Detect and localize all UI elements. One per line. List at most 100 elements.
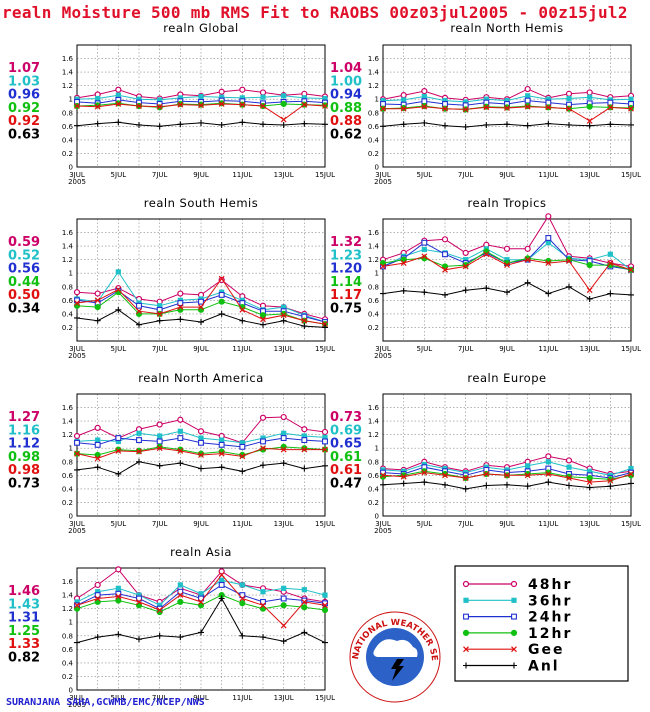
y-tick-label: 0.2 xyxy=(368,499,379,507)
stat-value: 0.62 xyxy=(330,128,362,143)
data-point-Gee xyxy=(421,103,428,110)
stat-value: 0.47 xyxy=(330,477,362,492)
y-tick-label: 1.6 xyxy=(368,229,380,237)
data-point-36hr xyxy=(95,437,101,443)
y-tick-label: 0.4 xyxy=(368,485,380,493)
data-point-Anl xyxy=(400,480,407,487)
data-point-12hr xyxy=(115,597,122,604)
data-point-Gee xyxy=(462,475,469,481)
data-point-24hr xyxy=(177,435,184,442)
data-point-Anl xyxy=(607,483,614,490)
data-point-Anl xyxy=(483,285,490,292)
data-point-Gee xyxy=(380,472,386,479)
data-point-Gee xyxy=(74,602,80,609)
chart-panel: realn South Hemis 0.2 0.4 0.6 0.8 1 1.2 1.4 1.6 3… xyxy=(8,196,335,360)
stat-value: 1.20 xyxy=(330,262,362,277)
data-point-36hr xyxy=(219,577,225,583)
legend-label: 36hr xyxy=(528,593,572,609)
y-tick-label: 1.6 xyxy=(62,578,74,586)
x-tick-year: 2005 xyxy=(68,527,86,535)
data-point-Anl xyxy=(94,120,101,127)
legend-marker xyxy=(511,597,517,603)
data-point-Gee xyxy=(586,287,593,294)
data-point-36hr xyxy=(380,97,386,104)
data-point-Gee xyxy=(566,105,572,112)
x-tick-label: 13JUL xyxy=(274,171,294,179)
y-tick-label: 0.6 xyxy=(368,123,380,131)
data-point-36hr xyxy=(260,94,266,100)
data-point-Gee xyxy=(280,116,287,123)
data-point-Gee xyxy=(607,260,614,266)
data-point-Anl xyxy=(218,464,225,471)
x-tick-label: 3JUL xyxy=(69,171,85,179)
data-point-Gee xyxy=(400,473,407,480)
y-tick-label: 0.8 xyxy=(62,632,73,640)
data-point-Anl xyxy=(239,632,246,639)
data-point-Anl xyxy=(260,121,266,128)
data-point-36hr xyxy=(322,592,328,598)
data-point-Gee xyxy=(322,446,328,453)
x-tick-label: 13JUL xyxy=(274,345,294,353)
data-point-36hr xyxy=(219,94,225,100)
stat-value: 1.14 xyxy=(330,275,362,290)
stat-value: 1.25 xyxy=(8,624,40,639)
data-point-Anl xyxy=(115,119,122,126)
y-tick-label: 1 xyxy=(69,96,73,104)
legend-label: Anl xyxy=(528,659,560,675)
data-point-36hr xyxy=(239,95,245,101)
data-point-36hr xyxy=(177,582,183,588)
y-tick-label: 0 xyxy=(69,513,73,521)
data-point-48hr xyxy=(73,289,81,296)
legend-marker xyxy=(510,629,518,637)
data-point-36hr xyxy=(545,240,551,246)
data-point-24hr xyxy=(74,439,80,446)
data-point-Gee xyxy=(524,103,531,110)
data-point-Anl xyxy=(566,283,572,290)
stat-value: 1.23 xyxy=(330,248,362,263)
stat-value: 0.92 xyxy=(8,101,40,116)
data-point-Anl xyxy=(301,629,308,636)
y-tick-label: 1 xyxy=(69,619,73,627)
plot-frame xyxy=(76,567,326,691)
data-point-48hr xyxy=(545,453,552,460)
chart-title: realn South Hemis xyxy=(144,196,258,210)
data-point-Anl xyxy=(94,634,101,641)
data-point-Gee xyxy=(94,455,101,462)
data-point-Anl xyxy=(177,121,184,128)
plot-frame xyxy=(382,218,632,342)
y-tick-label: 0.8 xyxy=(62,283,73,291)
chart-panel: realn Global 0 0.2 0.4 0.6 0.8 1 1.2 1.4 1.6 3JUL2… xyxy=(8,21,335,186)
data-point-Anl xyxy=(462,124,469,131)
lightning-icon xyxy=(391,659,404,681)
data-point-Gee xyxy=(483,471,490,477)
data-point-Anl xyxy=(136,458,142,465)
stat-value: 1.16 xyxy=(8,423,40,438)
data-point-Gee xyxy=(504,472,510,479)
data-point-Anl xyxy=(198,319,204,326)
data-point-Gee xyxy=(94,297,101,304)
data-point-12hr xyxy=(586,474,593,482)
data-point-12hr xyxy=(301,604,308,611)
chart-panel: realn North America 0 0.2 0.4 0.6 0.8 1 1.2 1.4 1… xyxy=(8,371,335,535)
data-point-Gee xyxy=(260,445,266,452)
data-point-48hr xyxy=(441,236,449,243)
data-point-36hr xyxy=(115,585,121,591)
data-point-48hr xyxy=(94,424,101,431)
data-point-36hr xyxy=(463,99,469,105)
data-point-Gee xyxy=(177,101,184,108)
data-point-36hr xyxy=(136,430,142,436)
data-point-36hr xyxy=(281,93,287,99)
data-point-36hr xyxy=(74,599,80,605)
y-tick-label: 0.2 xyxy=(368,324,379,332)
data-point-Gee xyxy=(545,471,552,477)
legend-marker xyxy=(463,662,469,669)
legend-marker xyxy=(511,662,517,669)
x-tick-label: 3JUL xyxy=(69,345,85,353)
data-point-48hr xyxy=(280,413,287,421)
data-point-Gee xyxy=(421,469,428,476)
data-point-Gee xyxy=(545,260,552,266)
x-tick-label: 7JUL xyxy=(458,520,474,528)
x-tick-label: 7JUL xyxy=(458,171,474,179)
data-point-36hr xyxy=(566,464,572,470)
y-tick-label: 0 xyxy=(375,164,379,172)
